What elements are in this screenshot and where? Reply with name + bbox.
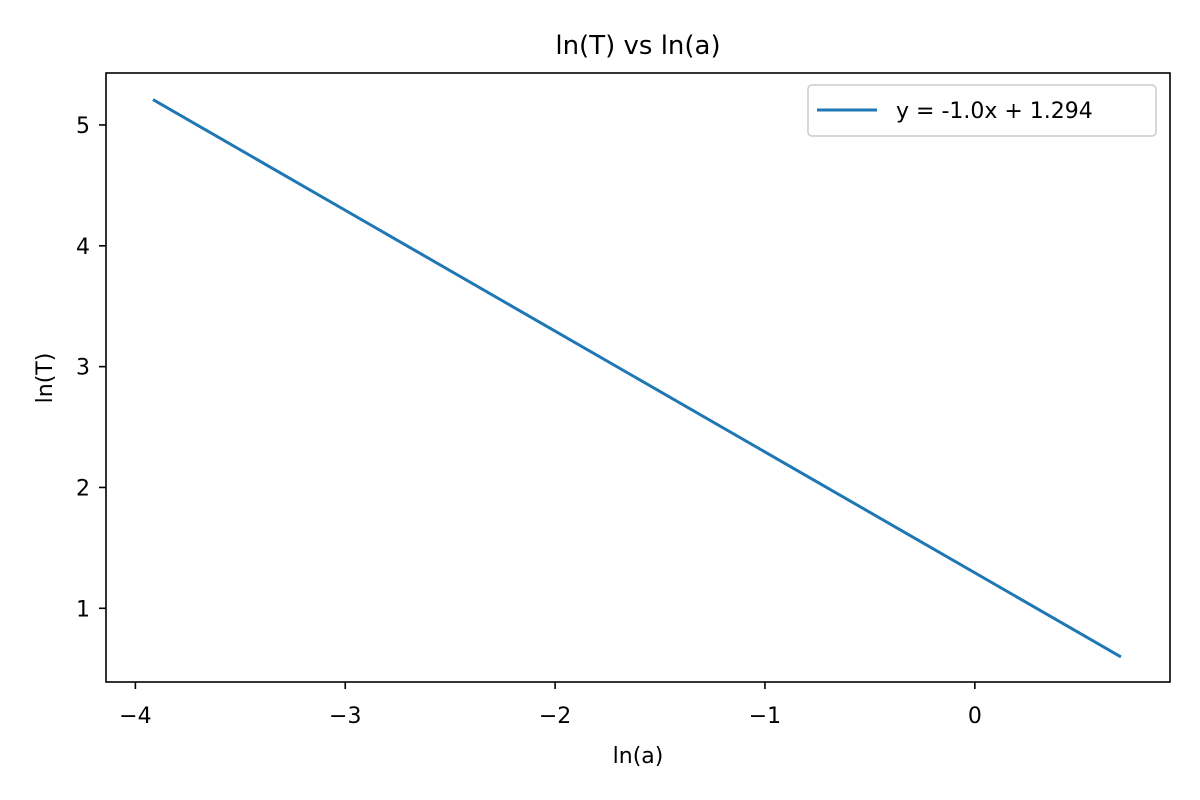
series-line [152, 98, 1122, 659]
legend-box [807, 84, 1157, 137]
y-tick: 5 [76, 114, 106, 139]
legend-label: y = -1.0x + 1.294 [896, 99, 1093, 124]
y-tick: 2 [76, 476, 106, 501]
plot-lines [152, 98, 1122, 659]
y-tick-label: 1 [76, 597, 90, 622]
y-tick-label: 2 [76, 476, 90, 501]
x-tick: 0 [968, 682, 982, 729]
x-tick-label: −3 [329, 704, 361, 729]
y-tick: 3 [76, 356, 106, 381]
y-tick: 1 [76, 597, 106, 622]
y-tick-label: 4 [76, 235, 90, 260]
x-tick-label: −1 [749, 704, 781, 729]
x-axis-label: ln(a) [613, 744, 664, 769]
x-tick: −2 [539, 682, 571, 729]
legend: y = -1.0x + 1.294 [807, 84, 1157, 137]
y-tick: 4 [76, 235, 106, 260]
y-tick-label: 3 [76, 356, 90, 381]
x-tick-label: −2 [539, 704, 571, 729]
chart-title: ln(T) vs ln(a) [555, 31, 720, 61]
x-tick: −3 [329, 682, 361, 729]
x-tick: −1 [749, 682, 781, 729]
y-axis-label: ln(T) [33, 353, 58, 404]
x-tick-label: 0 [968, 704, 982, 729]
plot-frame [105, 72, 1171, 683]
x-axis-ticks: −4 −3 −2 −1 0 [119, 682, 982, 729]
x-tick: −4 [119, 682, 152, 729]
y-axis-ticks: 1 2 3 4 5 [76, 114, 106, 622]
x-tick-label: −4 [119, 704, 151, 729]
y-tick-label: 5 [76, 114, 90, 139]
